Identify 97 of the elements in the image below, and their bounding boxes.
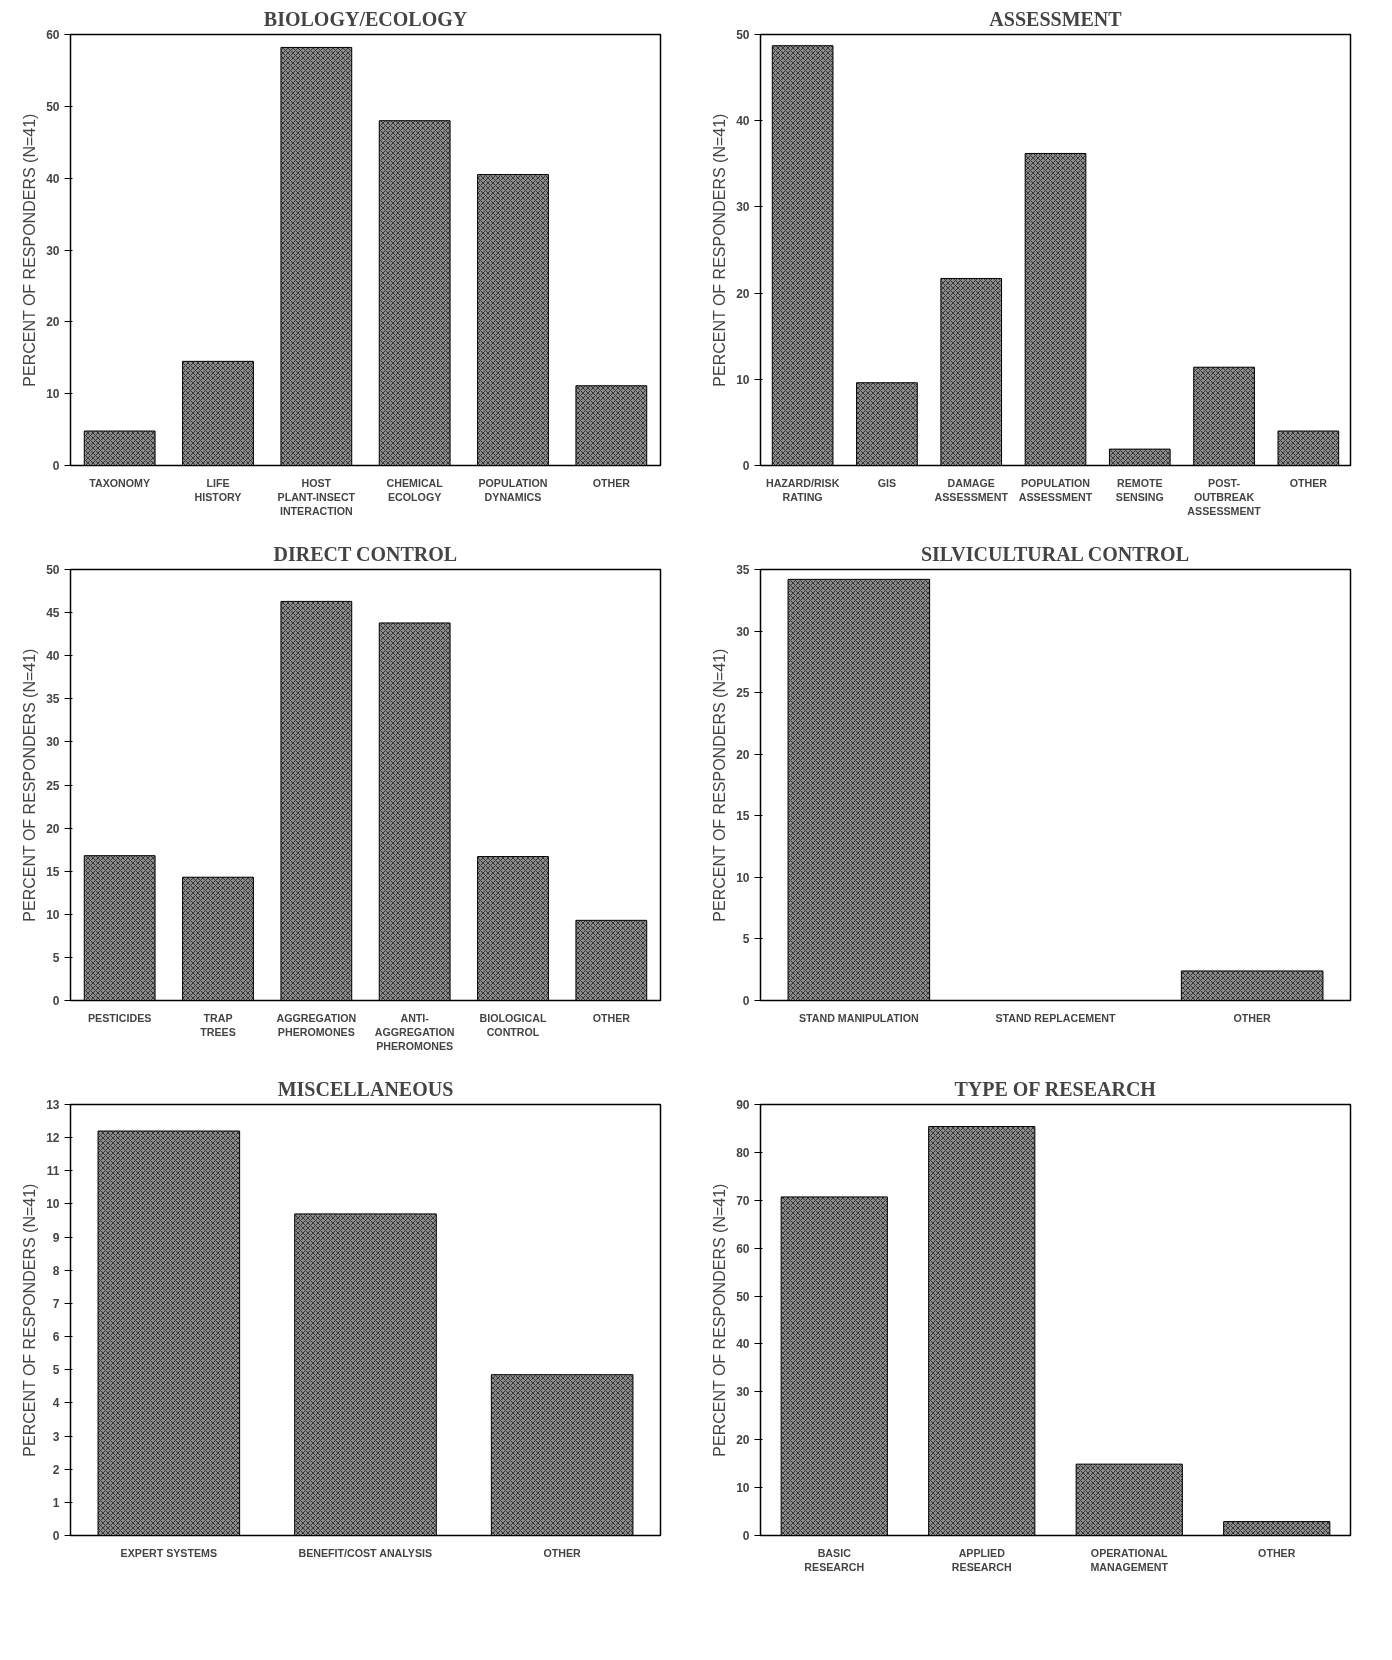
- x-tick-label: OTHER: [1233, 1011, 1272, 1024]
- y-tick-label: 40: [46, 649, 60, 664]
- y-tick-label: 45: [46, 606, 60, 621]
- x-tick-label: OTHER: [1258, 1546, 1296, 1559]
- y-tick-label: 50: [46, 563, 60, 577]
- y-tick-label: 15: [736, 809, 750, 824]
- y-tick-label: 10: [46, 907, 60, 922]
- y-tick-label: 90: [736, 1098, 750, 1112]
- y-tick-label: 10: [736, 372, 750, 387]
- x-tick-label: ANTI- AGGREGATION PHEROMONES: [374, 1011, 455, 1053]
- x-tick-label: BASIC RESEARCH: [804, 1546, 865, 1573]
- chart-title: MISCELLANEOUS: [277, 1077, 454, 1100]
- x-tick-label: DAMAGE ASSESSMENT: [934, 476, 1009, 503]
- y-tick-label: 20: [46, 821, 60, 836]
- y-tick-label: 10: [46, 1197, 60, 1212]
- x-tick-label: OTHER: [592, 476, 631, 489]
- y-tick-label: 30: [46, 735, 60, 750]
- x-tick-label: GIS: [877, 476, 897, 489]
- y-tick-label: 80: [736, 1145, 750, 1160]
- x-tick-label: STAND REPLACEMENT: [995, 1011, 1116, 1024]
- y-tick-label: 40: [736, 114, 750, 129]
- y-tick-label: 40: [736, 1337, 750, 1352]
- x-tick-label: APPLIED RESEARCH: [951, 1546, 1012, 1573]
- x-tick-label: STAND MANIPULATION: [798, 1011, 919, 1024]
- y-axis-title: PERCENT OF RESPONDERS (N=41): [711, 648, 729, 922]
- chart-title: ASSESSMENT: [989, 7, 1123, 30]
- y-tick-label: 50: [736, 1289, 750, 1304]
- y-axis-title: PERCENT OF RESPONDERS (N=41): [21, 648, 39, 922]
- x-tick-label: OTHER: [543, 1546, 582, 1559]
- y-tick-label: 6: [52, 1330, 60, 1345]
- y-tick-label: 10: [46, 387, 60, 402]
- x-tick-label: EXPERT SYSTEMS: [120, 1546, 218, 1559]
- y-tick-label: 5: [52, 1363, 60, 1378]
- x-tick-label: LIFE HISTORY: [194, 476, 242, 503]
- x-tick-label: POPULATION DYNAMICS: [478, 476, 548, 503]
- x-tick-label: POPULATION ASSESSMENT: [1018, 476, 1093, 503]
- y-tick-label: 0: [52, 1529, 60, 1543]
- y-tick-label: 25: [736, 686, 750, 701]
- y-tick-label: 13: [46, 1098, 60, 1112]
- y-tick-label: 30: [736, 624, 750, 639]
- y-tick-label: 30: [736, 200, 750, 215]
- y-tick-label: 50: [46, 99, 60, 114]
- y-tick-label: 60: [736, 1241, 750, 1256]
- y-tick-label: 2: [52, 1462, 60, 1477]
- y-tick-label: 60: [46, 28, 60, 42]
- y-tick-label: 5: [52, 950, 60, 965]
- chart-title: BIOLOGY/ECOLOGY: [263, 7, 468, 30]
- y-tick-label: 10: [736, 1481, 750, 1496]
- y-tick-label: 40: [46, 171, 60, 186]
- x-tick-label: HOST PLANT-INSECT INTERACTION: [277, 476, 356, 518]
- x-tick-label: OTHER: [592, 1011, 631, 1024]
- y-tick-label: 9: [52, 1230, 60, 1245]
- y-tick-label: 4: [52, 1396, 60, 1411]
- y-tick-label: 11: [46, 1164, 60, 1179]
- y-tick-label: 0: [52, 459, 60, 473]
- x-tick-label: AGGREGATION PHEROMONES: [276, 1011, 357, 1038]
- y-tick-label: 0: [52, 994, 60, 1008]
- y-tick-label: 20: [46, 315, 60, 330]
- x-tick-label: HAZARD/RISK RATING: [765, 476, 840, 503]
- x-tick-label: PESTICIDES: [87, 1011, 152, 1024]
- y-tick-label: 35: [46, 692, 60, 707]
- chart-title: SILVICULTURAL CONTROL: [920, 542, 1189, 565]
- y-tick-label: 12: [46, 1131, 60, 1146]
- x-tick-label: REMOTE SENSING: [1115, 476, 1164, 503]
- y-axis-title: PERCENT OF RESPONDERS (N=41): [21, 113, 39, 387]
- y-tick-label: 70: [736, 1193, 750, 1208]
- y-axis-title: PERCENT OF RESPONDERS (N=41): [711, 1183, 729, 1457]
- x-tick-label: OPERATIONAL MANAGEMENT: [1090, 1546, 1169, 1573]
- y-tick-label: 35: [736, 563, 750, 577]
- x-tick-label: BIOLOGICAL CONTROL: [479, 1011, 547, 1038]
- x-tick-label: BENEFIT/COST ANALYSIS: [298, 1546, 433, 1559]
- y-tick-label: 3: [52, 1429, 60, 1444]
- y-tick-label: 0: [742, 1529, 750, 1543]
- y-tick-label: 10: [736, 870, 750, 885]
- y-axis-title: PERCENT OF RESPONDERS (N=41): [21, 1183, 39, 1457]
- y-tick-label: 25: [46, 778, 60, 793]
- x-tick-label: OTHER: [1289, 476, 1328, 489]
- y-tick-label: 5: [742, 932, 750, 947]
- chart-title: TYPE OF RESEARCH: [954, 1077, 1157, 1100]
- y-tick-label: 30: [736, 1385, 750, 1400]
- y-tick-label: 15: [46, 864, 60, 879]
- chart-title: DIRECT CONTROL: [273, 542, 458, 565]
- y-tick-label: 30: [46, 243, 60, 258]
- x-tick-label: TRAP TREES: [200, 1011, 236, 1038]
- x-tick-label: CHEMICAL ECOLOGY: [386, 476, 444, 503]
- y-tick-label: 20: [736, 286, 750, 301]
- y-tick-label: 8: [52, 1263, 60, 1278]
- y-tick-label: 20: [736, 1433, 750, 1448]
- x-tick-label: TAXONOMY: [89, 476, 151, 489]
- y-tick-label: 20: [736, 747, 750, 762]
- y-tick-label: 50: [736, 28, 750, 42]
- x-tick-label: POST- OUTBREAK ASSESSMENT: [1187, 476, 1262, 518]
- y-tick-label: 1: [52, 1495, 60, 1510]
- y-tick-label: 7: [52, 1296, 60, 1311]
- y-tick-label: 0: [742, 994, 750, 1008]
- y-tick-label: 0: [742, 459, 750, 473]
- y-axis-title: PERCENT OF RESPONDERS (N=41): [711, 113, 729, 387]
